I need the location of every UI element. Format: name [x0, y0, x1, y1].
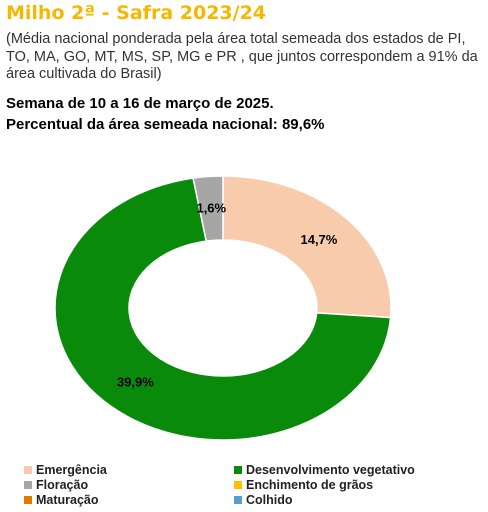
- legend-label: Maturação: [36, 493, 99, 507]
- data-label-emergência: 14,7%: [300, 232, 337, 247]
- legend-item-floração: Floração: [24, 478, 234, 492]
- legend-label: Desenvolvimento vegetativo: [246, 463, 415, 477]
- data-label-desenvolvimento-vegetativo: 39,9%: [117, 374, 154, 389]
- legend-item-enchimento-de-grãos: Enchimento de grãos: [234, 478, 474, 492]
- legend-swatch: [24, 466, 32, 474]
- data-label-floração: 1,6%: [196, 200, 226, 215]
- legend-swatch: [24, 496, 32, 504]
- legend-swatch: [234, 496, 242, 504]
- legend-label: Colhido: [246, 493, 293, 507]
- legend-swatch: [24, 481, 32, 489]
- legend-label: Floração: [36, 478, 89, 492]
- legend-item-maturação: Maturação: [24, 493, 234, 507]
- legend-swatch: [234, 466, 242, 474]
- legend-item-emergência: Emergência: [24, 463, 234, 477]
- chart-title: Milho 2ª - Safra 2023/24: [6, 2, 267, 24]
- legend-item-colhido: Colhido: [234, 493, 474, 507]
- legend-item-desenvolvimento-vegetativo: Desenvolvimento vegetativo: [234, 463, 474, 477]
- slice-emergência: [222, 175, 392, 319]
- slice-floração: [192, 175, 224, 242]
- legend-label: Emergência: [36, 463, 107, 477]
- legend-swatch: [234, 481, 242, 489]
- percent-sown-label: Percentual da área semeada nacional: 89,…: [6, 116, 325, 133]
- legend-label: Enchimento de grãos: [246, 478, 374, 492]
- chart-legend: Emergência Desenvolvimento vegetativo Flor…: [24, 463, 484, 507]
- chart-subtitle: (Média nacional ponderada pela área tota…: [6, 31, 478, 82]
- donut-chart: 14,7% 39,9% 1,6%: [54, 175, 392, 441]
- slice-desenvolvimento-vegetativo: [54, 177, 392, 441]
- week-label: Semana de 10 a 16 de março de 2025.: [6, 95, 274, 112]
